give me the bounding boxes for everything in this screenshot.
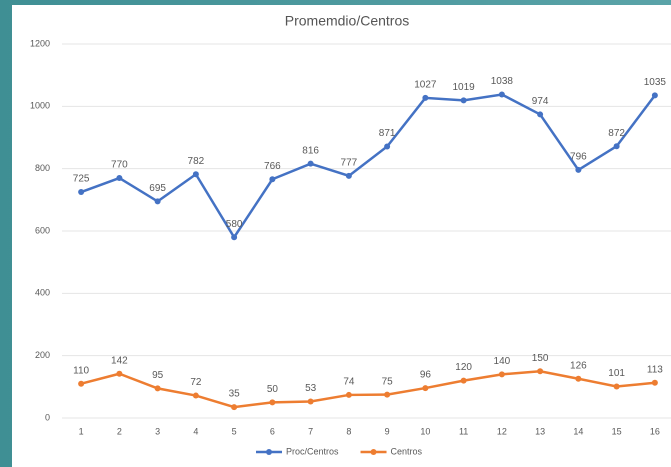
point bbox=[154, 198, 161, 205]
data-label: 74 bbox=[343, 377, 355, 388]
data-label: 1035 bbox=[644, 77, 667, 88]
x-tick-label: 4 bbox=[193, 426, 198, 436]
x-tick-label: 3 bbox=[155, 426, 160, 436]
x-tick-label: 7 bbox=[308, 426, 313, 436]
legend-marker bbox=[266, 449, 272, 455]
x-tick-label: 16 bbox=[650, 426, 660, 436]
x-tick-label: 11 bbox=[459, 426, 468, 436]
point bbox=[269, 176, 276, 183]
data-label: 1019 bbox=[453, 82, 476, 93]
data-label: 725 bbox=[73, 174, 90, 185]
point bbox=[384, 391, 391, 398]
plot-panel bbox=[12, 5, 671, 467]
data-label: 766 bbox=[264, 161, 281, 172]
y-tick-label: 400 bbox=[35, 288, 50, 298]
point bbox=[460, 377, 467, 384]
point bbox=[78, 189, 85, 196]
point bbox=[231, 234, 238, 241]
point bbox=[651, 379, 658, 386]
data-label: 777 bbox=[341, 157, 358, 168]
point bbox=[192, 171, 199, 178]
point bbox=[231, 404, 238, 411]
data-label: 53 bbox=[305, 383, 317, 394]
y-tick-label: 600 bbox=[35, 225, 50, 235]
point bbox=[269, 399, 276, 406]
y-tick-label: 1000 bbox=[30, 101, 50, 111]
x-tick-label: 12 bbox=[497, 426, 507, 436]
legend-label: Proc/Centros bbox=[286, 446, 339, 456]
data-label: 150 bbox=[532, 353, 549, 364]
point bbox=[422, 94, 429, 101]
data-label: 35 bbox=[229, 389, 241, 400]
point bbox=[345, 391, 352, 398]
data-label: 120 bbox=[455, 362, 472, 373]
x-tick-label: 1 bbox=[79, 426, 84, 436]
point bbox=[307, 398, 314, 405]
data-label: 872 bbox=[608, 128, 625, 139]
x-tick-label: 8 bbox=[346, 426, 351, 436]
point bbox=[116, 175, 123, 182]
point bbox=[613, 143, 620, 150]
data-label: 96 bbox=[420, 370, 432, 381]
data-label: 695 bbox=[149, 183, 166, 194]
point bbox=[192, 392, 199, 399]
point bbox=[537, 368, 544, 375]
point bbox=[613, 383, 620, 390]
data-label: 974 bbox=[532, 96, 549, 107]
x-tick-label: 9 bbox=[385, 426, 390, 436]
point bbox=[498, 91, 505, 98]
data-label: 72 bbox=[190, 377, 202, 388]
data-label: 782 bbox=[188, 156, 205, 167]
x-tick-label: 13 bbox=[535, 426, 545, 436]
data-label: 113 bbox=[647, 364, 663, 375]
chart-title: Promemdio/Centros bbox=[285, 13, 410, 29]
data-label: 796 bbox=[570, 152, 587, 163]
data-label: 580 bbox=[226, 219, 243, 230]
x-tick-label: 6 bbox=[270, 426, 275, 436]
data-label: 142 bbox=[111, 355, 128, 366]
y-tick-label: 800 bbox=[35, 163, 50, 173]
data-label: 770 bbox=[111, 160, 128, 171]
data-label: 871 bbox=[379, 128, 396, 139]
data-label: 50 bbox=[267, 384, 279, 395]
data-label: 75 bbox=[382, 376, 394, 387]
data-label: 126 bbox=[570, 360, 587, 371]
x-tick-label: 14 bbox=[573, 426, 583, 436]
point bbox=[460, 97, 467, 104]
data-label: 101 bbox=[608, 368, 625, 379]
point bbox=[345, 172, 352, 179]
y-tick-label: 1200 bbox=[30, 38, 50, 48]
legend-marker bbox=[370, 449, 377, 455]
point bbox=[537, 111, 544, 118]
x-tick-label: 2 bbox=[117, 426, 122, 436]
point bbox=[307, 160, 314, 167]
x-tick-label: 5 bbox=[232, 426, 237, 436]
data-label: 816 bbox=[302, 145, 319, 156]
point bbox=[575, 375, 582, 382]
point bbox=[575, 166, 582, 173]
data-label: 140 bbox=[494, 356, 511, 367]
data-label: 110 bbox=[73, 365, 89, 376]
point bbox=[116, 370, 123, 377]
legend-label: Centros bbox=[391, 446, 423, 456]
data-label: 1027 bbox=[414, 80, 437, 91]
point bbox=[384, 143, 391, 150]
data-label: 1038 bbox=[491, 76, 514, 87]
series-line bbox=[80, 93, 656, 240]
y-tick-label: 0 bbox=[45, 412, 50, 422]
data-label: 95 bbox=[152, 370, 164, 381]
x-tick-label: 15 bbox=[612, 426, 622, 436]
series-line bbox=[80, 369, 655, 409]
x-tick-label: 10 bbox=[420, 426, 430, 436]
point bbox=[498, 371, 505, 378]
point bbox=[78, 380, 85, 387]
point bbox=[651, 92, 658, 99]
point bbox=[422, 385, 429, 392]
y-tick-label: 200 bbox=[35, 350, 50, 360]
point bbox=[154, 385, 161, 392]
